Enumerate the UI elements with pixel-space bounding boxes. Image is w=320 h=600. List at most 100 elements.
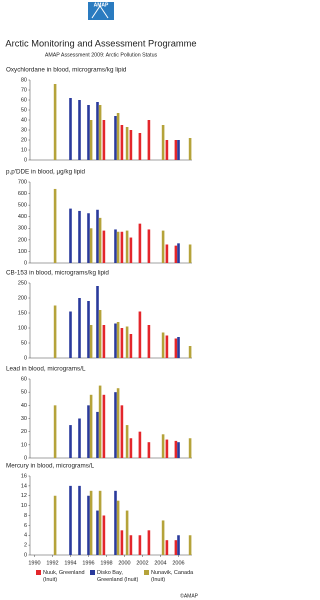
y-tick-label: 200 [18, 237, 27, 243]
bar [102, 230, 106, 263]
bar [125, 326, 129, 358]
y-tick-label: 40 [21, 117, 27, 123]
bar [177, 243, 180, 263]
bar [102, 515, 106, 555]
bar [138, 223, 142, 263]
y-tick-label: 150 [18, 310, 27, 316]
bar [69, 311, 72, 358]
bar [114, 229, 117, 263]
x-tick-label: 1990 [28, 560, 40, 566]
y-tick-label: 30 [21, 416, 27, 422]
bar [98, 385, 102, 458]
bar [87, 495, 90, 555]
bar [98, 310, 102, 358]
logo-icon [91, 5, 109, 19]
bar [165, 140, 169, 160]
bar [138, 535, 142, 555]
bar [120, 530, 124, 555]
y-tick-label: 100 [18, 325, 27, 331]
bar [120, 231, 124, 263]
bar [165, 540, 169, 555]
bar [165, 439, 169, 458]
bar [174, 338, 178, 358]
x-tick-label: 2006 [172, 560, 184, 566]
bar [147, 325, 151, 358]
bar [129, 535, 133, 555]
y-tick-label: 0 [24, 552, 27, 558]
legend-swatch [90, 570, 95, 575]
legend-label: Nuuk, Greenland (Inuit) [43, 570, 85, 583]
bar [87, 301, 90, 358]
bar [78, 485, 81, 555]
bar [69, 485, 72, 555]
legend-label: Disko Bay, Greenland (Inuit) [97, 570, 139, 583]
y-tick-label: 200 [18, 295, 27, 301]
bar [120, 328, 124, 358]
y-tick-label: 6 [24, 523, 27, 529]
bar [98, 490, 102, 555]
y-tick-label: 0 [24, 355, 27, 361]
x-tick-label: 1998 [100, 560, 112, 566]
bar [138, 311, 142, 358]
bar [89, 490, 93, 555]
bar [120, 125, 124, 160]
bar [87, 405, 90, 458]
x-tick-label: 1994 [64, 560, 76, 566]
y-tick-label: 500 [18, 203, 27, 209]
bar [114, 116, 117, 160]
bar [53, 405, 57, 458]
legend-swatch [144, 570, 149, 575]
y-tick-label: 10 [21, 442, 27, 448]
bar [129, 438, 133, 458]
bar [96, 102, 99, 160]
bar [188, 346, 192, 358]
bar [114, 323, 117, 358]
bar [174, 440, 178, 458]
y-tick-label: 30 [21, 127, 27, 133]
bar [174, 140, 178, 160]
page: AMAP Arctic Monitoring and Assessment Pr… [5, 2, 199, 600]
bar [116, 388, 120, 458]
y-tick-label: 4 [24, 533, 27, 539]
bar [102, 325, 106, 358]
credit: ©AMAP [180, 592, 199, 599]
bar [98, 217, 102, 263]
bar [129, 237, 133, 263]
bar [161, 230, 165, 263]
page-title: Arctic Monitoring and Assessment Program… [5, 38, 196, 48]
bar [165, 335, 169, 358]
y-tick-label: 10 [21, 503, 27, 509]
bar [78, 418, 81, 458]
y-tick-label: 80 [21, 77, 27, 83]
chart: AMAP Arctic Monitoring and Assessment Pr… [5, 2, 199, 599]
y-tick-label: 50 [21, 340, 27, 346]
legend-item: Nunavik, Canada (Inuit) [144, 570, 196, 583]
bar [89, 120, 93, 160]
y-tick-label: 60 [21, 97, 27, 103]
y-tick-label: 600 [18, 191, 27, 197]
bar [69, 208, 72, 263]
bar [53, 84, 57, 160]
y-tick-label: 20 [21, 137, 27, 143]
bar [125, 425, 129, 458]
y-tick-label: 50 [21, 107, 27, 113]
y-tick-label: 50 [21, 390, 27, 396]
figure: AMAP Arctic Monitoring and Assessment Pr… [5, 2, 199, 599]
chart-title: p,p'DDE in blood, µg/kg lipid [6, 169, 86, 176]
bar [87, 105, 90, 160]
y-tick-label: 14 [21, 483, 27, 489]
bar [114, 392, 117, 458]
bar [138, 133, 142, 160]
bar [116, 322, 120, 358]
bar [102, 394, 106, 458]
bar [161, 125, 165, 160]
chart-title: Lead in blood, micrograms/L [6, 366, 86, 373]
x-tick-label: 2000 [118, 560, 130, 566]
y-tick-label: 12 [21, 493, 27, 499]
y-tick-label: 2 [24, 543, 27, 549]
bar [53, 495, 57, 555]
bar [125, 127, 129, 160]
bar [165, 244, 169, 263]
bar [174, 540, 178, 555]
bar [177, 535, 180, 555]
